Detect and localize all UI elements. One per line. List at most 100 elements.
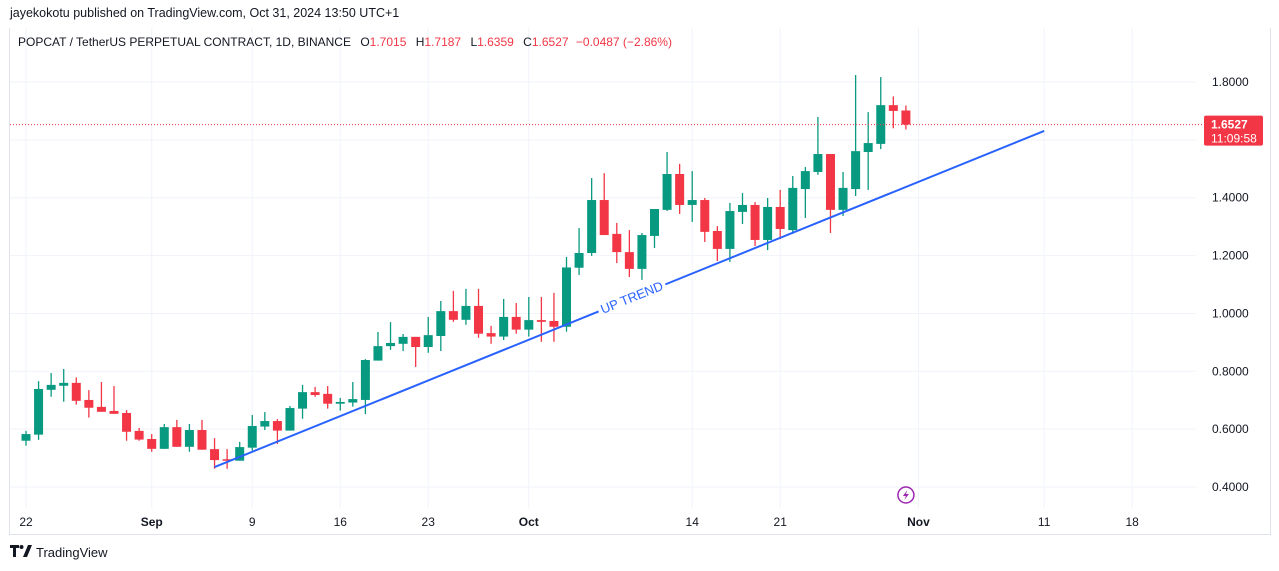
- candle: [587, 178, 597, 256]
- candle-body: [901, 110, 911, 125]
- candle-body: [511, 316, 521, 330]
- candle-body: [725, 211, 735, 249]
- candle-body: [184, 430, 194, 447]
- candle: [96, 382, 106, 412]
- candle: [285, 406, 295, 431]
- tradingview-logo: [10, 545, 32, 560]
- candle-body: [687, 200, 697, 205]
- symbol-legend: POPCAT / TetherUS PERPETUAL CONTRACT, 1D…: [18, 35, 672, 49]
- lightning-icon[interactable]: [897, 486, 915, 504]
- candle-body: [825, 154, 835, 210]
- candle: [838, 171, 848, 216]
- candle-body: [675, 173, 685, 205]
- candle: [562, 257, 572, 332]
- candle-body: [549, 320, 559, 327]
- grid: [10, 28, 1196, 508]
- candle-body: [398, 336, 408, 344]
- candle: [599, 173, 609, 236]
- time-axis-label: 9: [249, 515, 256, 529]
- candle-body: [775, 206, 785, 229]
- price-axis-label: 1.2000: [1212, 249, 1249, 263]
- candle-body: [700, 200, 710, 232]
- candle-body: [448, 311, 458, 320]
- candle-body: [474, 305, 484, 334]
- candle-body: [46, 384, 56, 390]
- candle-body: [612, 233, 622, 253]
- candle-body: [423, 335, 433, 347]
- time-axis-label: 16: [334, 515, 348, 529]
- time-axis-label: Nov: [907, 515, 930, 529]
- candle: [825, 154, 835, 234]
- candle: [21, 430, 31, 446]
- open-label: O: [360, 35, 370, 49]
- close-label: C: [523, 35, 532, 49]
- candle-body: [360, 360, 370, 400]
- candle-body: [461, 305, 471, 320]
- candle: [474, 288, 484, 338]
- candle: [34, 381, 44, 440]
- price-axis-label: 0.4000: [1212, 480, 1249, 494]
- candle-body: [147, 438, 157, 449]
- time-axis-label: 21: [774, 515, 788, 529]
- price-axis-label: 1.8000: [1212, 75, 1249, 89]
- candle: [197, 419, 207, 450]
- candle: [461, 288, 471, 325]
- candle: [800, 167, 810, 218]
- symbol-title: POPCAT / TetherUS PERPETUAL CONTRACT, 1D…: [18, 35, 351, 49]
- candle: [788, 176, 798, 234]
- candle: [763, 198, 773, 251]
- candle: [122, 410, 132, 441]
- time-axis-label: 14: [686, 515, 700, 529]
- candle: [159, 423, 169, 449]
- candle: [624, 230, 634, 277]
- time-axis-label: 23: [422, 515, 436, 529]
- candle: [323, 386, 333, 409]
- candle: [84, 390, 94, 418]
- candle-body: [386, 342, 396, 347]
- trendline-label: UP TREND: [598, 278, 665, 317]
- time-axis-label: 18: [1125, 515, 1139, 529]
- price-axis-label: 1.0000: [1212, 306, 1249, 320]
- low-label: L: [470, 35, 478, 49]
- candle: [486, 325, 496, 344]
- candle: [901, 105, 911, 130]
- candle: [876, 77, 886, 150]
- close-value: 1.6527: [531, 35, 569, 49]
- candle-body: [599, 200, 609, 236]
- candle: [775, 189, 785, 240]
- candle: [272, 419, 282, 444]
- price-axis-label: 0.8000: [1212, 364, 1249, 378]
- candle: [637, 233, 647, 280]
- candle: [59, 368, 69, 402]
- bar-countdown: 11:09:58: [1211, 132, 1257, 146]
- candle: [448, 290, 458, 322]
- candle: [675, 163, 685, 214]
- trendline-segment: [214, 310, 600, 468]
- candle-body: [348, 399, 358, 403]
- candle-body: [210, 449, 220, 461]
- time-axis-label: 22: [19, 515, 33, 529]
- candle-body: [624, 252, 634, 269]
- candle-body: [737, 204, 747, 212]
- trendline-segment: [664, 129, 1045, 286]
- candle: [260, 412, 270, 431]
- candle-body: [499, 316, 509, 337]
- candle: [687, 171, 697, 223]
- candle-body: [71, 382, 81, 401]
- candle-body: [21, 434, 31, 441]
- price-axis-label: 0.6000: [1212, 422, 1249, 436]
- candle: [423, 316, 433, 353]
- candle-body: [197, 430, 207, 450]
- candle-body: [650, 209, 659, 236]
- candle-body: [863, 143, 873, 153]
- candle-body: [222, 459, 232, 461]
- candle-body: [272, 421, 282, 431]
- time-axis-label: Sep: [141, 515, 163, 529]
- candle: [511, 303, 521, 334]
- candle-body: [763, 206, 773, 240]
- candle: [499, 298, 509, 341]
- candle-body: [109, 410, 119, 414]
- candle: [184, 423, 194, 452]
- candle-body: [562, 267, 572, 327]
